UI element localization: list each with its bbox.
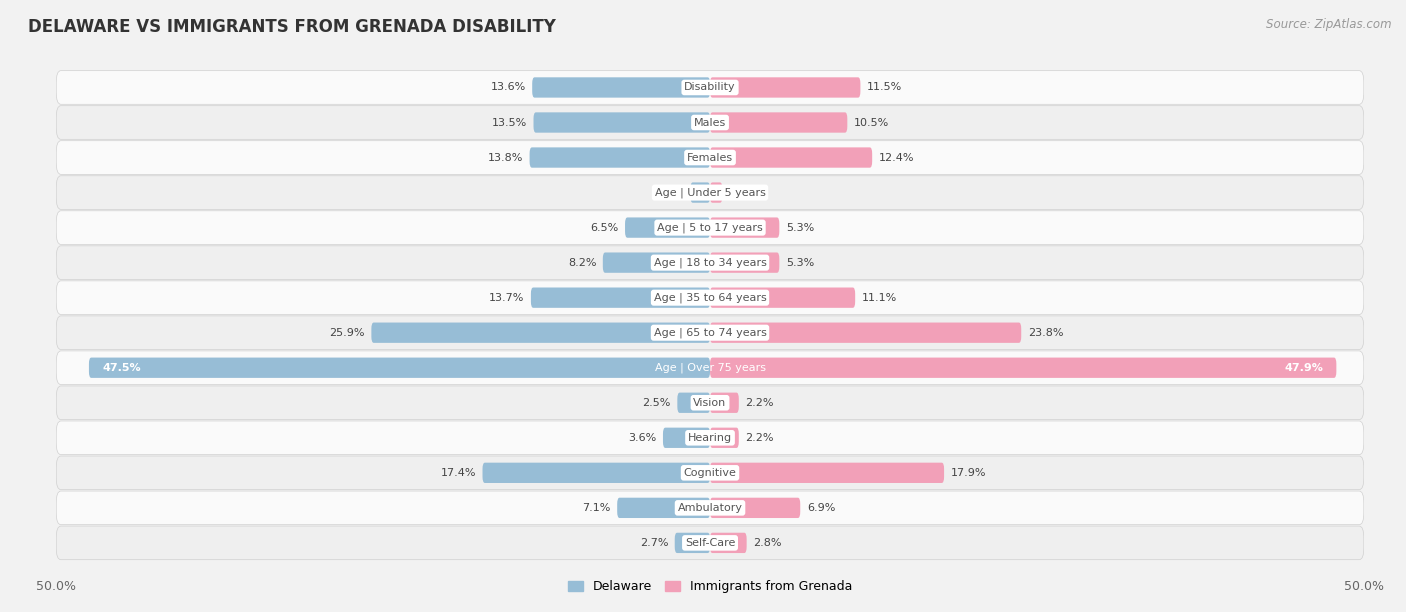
FancyBboxPatch shape xyxy=(617,498,710,518)
Text: Disability: Disability xyxy=(685,83,735,92)
Text: 2.2%: 2.2% xyxy=(745,398,773,408)
Text: 25.9%: 25.9% xyxy=(329,327,364,338)
FancyBboxPatch shape xyxy=(56,316,1364,349)
Text: 2.2%: 2.2% xyxy=(745,433,773,443)
FancyBboxPatch shape xyxy=(56,246,1364,280)
Text: Age | Over 75 years: Age | Over 75 years xyxy=(655,362,765,373)
Text: 7.1%: 7.1% xyxy=(582,503,610,513)
FancyBboxPatch shape xyxy=(710,357,1336,378)
FancyBboxPatch shape xyxy=(710,253,779,273)
FancyBboxPatch shape xyxy=(482,463,710,483)
FancyBboxPatch shape xyxy=(56,351,1364,384)
FancyBboxPatch shape xyxy=(626,217,710,237)
Text: Age | 35 to 64 years: Age | 35 to 64 years xyxy=(654,293,766,303)
Text: 23.8%: 23.8% xyxy=(1028,327,1063,338)
Text: Age | 65 to 74 years: Age | 65 to 74 years xyxy=(654,327,766,338)
Text: 11.5%: 11.5% xyxy=(868,83,903,92)
Text: Hearing: Hearing xyxy=(688,433,733,443)
Text: Age | 18 to 34 years: Age | 18 to 34 years xyxy=(654,258,766,268)
Text: 17.9%: 17.9% xyxy=(950,468,986,478)
Text: 17.4%: 17.4% xyxy=(440,468,477,478)
Text: 2.8%: 2.8% xyxy=(754,538,782,548)
FancyBboxPatch shape xyxy=(710,463,943,483)
FancyBboxPatch shape xyxy=(56,70,1364,104)
FancyBboxPatch shape xyxy=(664,428,710,448)
FancyBboxPatch shape xyxy=(710,393,738,413)
FancyBboxPatch shape xyxy=(533,113,710,133)
FancyBboxPatch shape xyxy=(89,357,710,378)
Text: 47.9%: 47.9% xyxy=(1285,363,1323,373)
Text: 11.1%: 11.1% xyxy=(862,293,897,303)
Text: 2.7%: 2.7% xyxy=(640,538,668,548)
FancyBboxPatch shape xyxy=(56,281,1364,315)
FancyBboxPatch shape xyxy=(710,113,848,133)
FancyBboxPatch shape xyxy=(56,176,1364,209)
Text: 13.5%: 13.5% xyxy=(492,118,527,127)
Text: 2.5%: 2.5% xyxy=(643,398,671,408)
FancyBboxPatch shape xyxy=(531,288,710,308)
FancyBboxPatch shape xyxy=(56,211,1364,244)
Text: Females: Females xyxy=(688,152,733,163)
Text: Ambulatory: Ambulatory xyxy=(678,503,742,513)
Text: 5.3%: 5.3% xyxy=(786,258,814,267)
FancyBboxPatch shape xyxy=(371,323,710,343)
Text: 5.3%: 5.3% xyxy=(786,223,814,233)
Text: 1.5%: 1.5% xyxy=(655,187,683,198)
Text: DELAWARE VS IMMIGRANTS FROM GRENADA DISABILITY: DELAWARE VS IMMIGRANTS FROM GRENADA DISA… xyxy=(28,18,555,36)
Text: 10.5%: 10.5% xyxy=(853,118,889,127)
Text: Males: Males xyxy=(695,118,725,127)
Text: Age | 5 to 17 years: Age | 5 to 17 years xyxy=(657,222,763,233)
FancyBboxPatch shape xyxy=(710,77,860,98)
FancyBboxPatch shape xyxy=(530,147,710,168)
Text: Self-Care: Self-Care xyxy=(685,538,735,548)
FancyBboxPatch shape xyxy=(675,532,710,553)
FancyBboxPatch shape xyxy=(710,147,872,168)
FancyBboxPatch shape xyxy=(710,428,738,448)
Legend: Delaware, Immigrants from Grenada: Delaware, Immigrants from Grenada xyxy=(562,575,858,599)
FancyBboxPatch shape xyxy=(710,323,1021,343)
Text: 13.6%: 13.6% xyxy=(491,83,526,92)
Text: 13.8%: 13.8% xyxy=(488,152,523,163)
FancyBboxPatch shape xyxy=(533,77,710,98)
FancyBboxPatch shape xyxy=(56,421,1364,455)
FancyBboxPatch shape xyxy=(710,532,747,553)
Text: 12.4%: 12.4% xyxy=(879,152,914,163)
Text: 13.7%: 13.7% xyxy=(489,293,524,303)
Text: Source: ZipAtlas.com: Source: ZipAtlas.com xyxy=(1267,18,1392,31)
FancyBboxPatch shape xyxy=(710,182,723,203)
FancyBboxPatch shape xyxy=(56,106,1364,140)
FancyBboxPatch shape xyxy=(56,386,1364,420)
FancyBboxPatch shape xyxy=(56,491,1364,524)
FancyBboxPatch shape xyxy=(710,498,800,518)
FancyBboxPatch shape xyxy=(603,253,710,273)
FancyBboxPatch shape xyxy=(710,217,779,237)
FancyBboxPatch shape xyxy=(690,182,710,203)
Text: 6.9%: 6.9% xyxy=(807,503,835,513)
FancyBboxPatch shape xyxy=(56,141,1364,174)
Text: Age | Under 5 years: Age | Under 5 years xyxy=(655,187,765,198)
FancyBboxPatch shape xyxy=(710,288,855,308)
FancyBboxPatch shape xyxy=(678,393,710,413)
Text: Cognitive: Cognitive xyxy=(683,468,737,478)
Text: 8.2%: 8.2% xyxy=(568,258,596,267)
Text: 0.94%: 0.94% xyxy=(728,187,765,198)
Text: 6.5%: 6.5% xyxy=(591,223,619,233)
FancyBboxPatch shape xyxy=(56,526,1364,560)
Text: 3.6%: 3.6% xyxy=(628,433,657,443)
FancyBboxPatch shape xyxy=(56,456,1364,490)
Text: Vision: Vision xyxy=(693,398,727,408)
Text: 47.5%: 47.5% xyxy=(103,363,141,373)
